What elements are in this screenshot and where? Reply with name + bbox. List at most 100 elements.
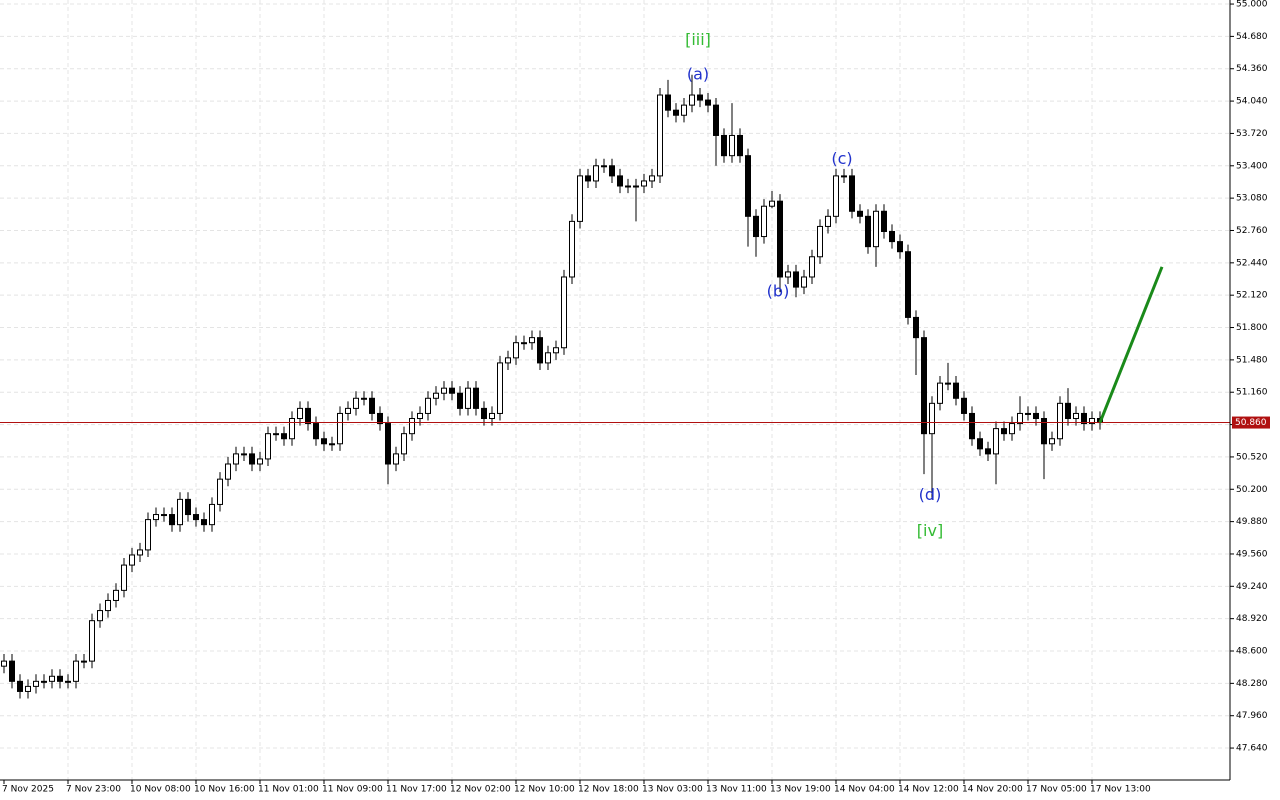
- wave-label: [iv]: [917, 521, 943, 540]
- candle-body: [833, 175, 839, 217]
- candle-body: [1081, 412, 1087, 425]
- candle-body: [385, 423, 391, 465]
- candle-body: [129, 554, 135, 566]
- x-tick-label: 10 Nov 16:00: [194, 785, 255, 795]
- candle-body: [601, 165, 607, 168]
- candle-body: [425, 397, 431, 414]
- candle-body: [641, 180, 647, 187]
- candle-body: [1001, 428, 1007, 435]
- x-tick-label: 17 Nov 13:00: [1090, 785, 1151, 795]
- candle-body: [569, 220, 575, 278]
- y-tick-label: 53.080: [1236, 194, 1268, 204]
- candle-body: [761, 205, 767, 238]
- candle-body: [777, 200, 783, 278]
- candle-body: [945, 382, 951, 385]
- y-tick-label: 52.120: [1236, 291, 1268, 301]
- candle-body: [1089, 418, 1095, 425]
- candle-body: [401, 433, 407, 455]
- candle-body: [577, 175, 583, 222]
- x-tick-label: 17 Nov 05:00: [1026, 785, 1087, 795]
- candle-body: [193, 514, 199, 521]
- candle-body: [161, 514, 167, 517]
- x-tick-label: 11 Nov 09:00: [322, 785, 383, 795]
- wave-label: (d): [919, 485, 942, 504]
- candle-body: [305, 407, 311, 425]
- candle-body: [353, 397, 359, 409]
- y-tick-label: 47.640: [1236, 744, 1268, 754]
- candle-body: [409, 418, 415, 435]
- candle-body: [33, 680, 39, 687]
- y-tick-label: 49.240: [1236, 582, 1268, 592]
- x-tick-label: 10 Nov 08:00: [130, 785, 191, 795]
- candle-body: [689, 94, 695, 106]
- candle-body: [449, 387, 455, 394]
- candle-body: [913, 316, 919, 339]
- candle-body: [281, 433, 287, 440]
- candle-body: [673, 109, 679, 116]
- candle-body: [1017, 412, 1023, 425]
- y-tick-label: 54.680: [1236, 32, 1268, 42]
- candle-body: [25, 685, 31, 692]
- x-tick-label: 14 Nov 20:00: [962, 785, 1023, 795]
- y-tick-label: 54.040: [1236, 97, 1268, 107]
- candle-body: [257, 458, 263, 465]
- candle-body: [729, 134, 735, 157]
- candle-body: [201, 519, 207, 526]
- candle-body: [369, 397, 375, 414]
- y-tick-label: 55.000: [1236, 0, 1268, 10]
- x-tick-label: 13 Nov 11:00: [706, 785, 767, 795]
- candle-body: [489, 412, 495, 420]
- y-tick-label: 50.200: [1236, 485, 1268, 495]
- candle-body: [105, 599, 111, 612]
- x-tick-label: 11 Nov 17:00: [386, 785, 447, 795]
- x-tick-label: 7 Nov 23:00: [66, 785, 121, 795]
- candle-body: [721, 134, 727, 157]
- candle-body: [241, 453, 247, 456]
- candle-body: [233, 453, 239, 465]
- candle-body: [785, 271, 791, 278]
- candle-body: [1041, 418, 1047, 445]
- candle-body: [513, 342, 519, 359]
- candle-body: [553, 347, 559, 354]
- candle-body: [1009, 423, 1015, 435]
- candle-body: [153, 514, 159, 521]
- candle-body: [705, 99, 711, 106]
- y-tick-label: 52.760: [1236, 226, 1268, 236]
- y-tick-label: 54.360: [1236, 64, 1268, 74]
- candle-body: [1057, 402, 1063, 440]
- candle-body: [217, 478, 223, 505]
- wave-label: (c): [831, 149, 852, 168]
- candle-body: [537, 337, 543, 364]
- candle-body: [993, 428, 999, 455]
- candle-body: [137, 549, 143, 556]
- candle-body: [321, 438, 327, 445]
- candle-body: [617, 175, 623, 187]
- y-tick-label: 52.440: [1236, 258, 1268, 268]
- candle-body: [89, 620, 95, 662]
- x-tick-label: 14 Nov 04:00: [834, 785, 895, 795]
- candle-body: [841, 175, 847, 178]
- candle-body: [393, 453, 399, 465]
- candle-body: [889, 230, 895, 243]
- y-tick-label: 51.800: [1236, 323, 1268, 333]
- candle-body: [969, 412, 975, 440]
- candle-body: [249, 453, 255, 465]
- y-tick-label: 48.280: [1236, 679, 1268, 689]
- candle-body: [697, 94, 703, 101]
- candle-body: [361, 397, 367, 400]
- candle-body: [313, 423, 319, 440]
- candle-body: [881, 210, 887, 232]
- y-tick-label: 47.960: [1236, 711, 1268, 721]
- candle-body: [433, 392, 439, 399]
- candle-body: [121, 564, 127, 591]
- candle-body: [921, 337, 927, 435]
- candle-body: [897, 241, 903, 253]
- candle-body: [657, 94, 663, 177]
- candle-body: [793, 271, 799, 288]
- y-tick-label: 51.480: [1236, 355, 1268, 365]
- candle-body: [1, 660, 7, 667]
- candle-body: [113, 589, 119, 601]
- candle-body: [81, 660, 87, 663]
- candle-body: [1073, 412, 1079, 420]
